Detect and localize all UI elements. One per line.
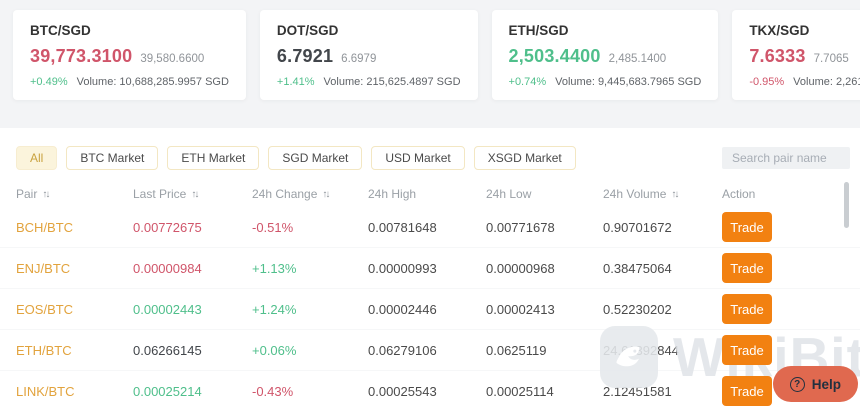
column-header-24h-volume[interactable]: 24h Volume ↑↓: [603, 187, 679, 201]
sort-icon[interactable]: ↑↓: [191, 188, 199, 200]
table-row: BCH/BTC 0.00772675 -0.51% 0.00781648 0.0…: [0, 207, 860, 248]
card-pair-label: BTC/SGD: [30, 23, 91, 38]
tab-xsgd-market[interactable]: XSGD Market: [473, 146, 576, 170]
card-alt-price: 7.7065: [813, 53, 849, 65]
sort-icon[interactable]: ↑↓: [42, 188, 50, 200]
table-row: EOS/BTC 0.00002443 +1.24% 0.00002446 0.0…: [0, 289, 860, 330]
card-pair-label: ETH/SGD: [508, 23, 569, 38]
card-volume: Volume: 9,445,683.7965 SGD: [555, 76, 702, 88]
card-alt-price: 6.6979: [341, 53, 377, 65]
last-price: 0.00000984: [133, 260, 202, 276]
table-row: ETH/BTC 0.06266145 +0.06% 0.06279106 0.0…: [0, 330, 860, 371]
change-percent: +0.06%: [252, 342, 297, 358]
last-price: 0.06266145: [133, 342, 202, 358]
table-header: Pair ↑↓ Last Price ↑↓ 24h Change ↑↓ 24h …: [0, 181, 860, 207]
card-volume: Volume: 215,625.4897 SGD: [323, 76, 461, 88]
card-volume: Volume: 10,688,285.9957 SGD: [76, 76, 229, 88]
column-header-24h-low: 24h Low: [486, 187, 532, 201]
market-overview: BTC/SGD 39,773.3100 39,580.6600 +0.49% V…: [13, 10, 860, 100]
market-card-eth-sgd[interactable]: ETH/SGD 2,503.4400 2,485.1400 +0.74% Vol…: [491, 10, 719, 100]
low-24h: 0.00771678: [486, 219, 555, 235]
pairs-table: BCH/BTC 0.00772675 -0.51% 0.00781648 0.0…: [0, 207, 860, 406]
card-change-percent: +0.74%: [508, 76, 547, 88]
card-pair-label: TKX/SGD: [749, 23, 810, 38]
change-percent: -0.43%: [252, 383, 294, 399]
low-24h: 0.00025114: [486, 383, 554, 399]
card-last-price: 2,503.4400: [508, 46, 601, 66]
card-volume: Volume: 2,261,812.8133 SGD: [793, 76, 860, 88]
tab-sgd-market[interactable]: SGD Market: [268, 146, 363, 170]
sort-icon[interactable]: ↑↓: [671, 188, 679, 200]
pair-link[interactable]: LINK/BTC: [16, 383, 75, 399]
table-row: ENJ/BTC 0.00000984 +1.13% 0.00000993 0.0…: [0, 248, 860, 289]
card-alt-price: 2,485.1400: [608, 53, 667, 65]
market-card-btc-sgd[interactable]: BTC/SGD 39,773.3100 39,580.6600 +0.49% V…: [13, 10, 246, 100]
last-price: 0.00772675: [133, 219, 202, 235]
card-last-price: 7.6333: [749, 46, 806, 66]
trade-button[interactable]: Trade: [722, 253, 772, 283]
change-percent: +1.24%: [252, 301, 297, 317]
vertical-scrollbar[interactable]: [844, 182, 849, 228]
column-header-24h-high: 24h High: [368, 187, 417, 201]
tab-all[interactable]: All: [16, 146, 58, 170]
volume-24h: 0.90701672: [603, 219, 672, 235]
trade-button[interactable]: Trade: [722, 376, 772, 406]
last-price: 0.00025214: [133, 383, 202, 399]
card-change-percent: +0.49%: [30, 76, 68, 88]
help-button[interactable]: ? Help: [772, 366, 858, 402]
column-header-last-price[interactable]: Last Price ↑↓: [133, 187, 199, 201]
low-24h: 0.00000968: [486, 260, 555, 276]
column-header-pair[interactable]: Pair ↑↓: [16, 187, 50, 201]
search-input[interactable]: [722, 147, 850, 169]
trade-button[interactable]: Trade: [722, 212, 772, 242]
trade-button[interactable]: Trade: [722, 335, 772, 365]
trade-button[interactable]: Trade: [722, 294, 772, 324]
card-pair-label: DOT/SGD: [276, 23, 339, 38]
column-header-action: Action: [722, 187, 756, 201]
volume-24h: 2.12451581: [603, 383, 672, 399]
question-mark-icon: ?: [789, 376, 805, 392]
low-24h: 0.00002413: [486, 301, 555, 317]
markets-panel: All BTC Market ETH Market SGD Market USD…: [0, 128, 860, 406]
change-percent: -0.51%: [252, 219, 294, 235]
volume-24h: 24.61392844: [603, 342, 679, 358]
last-price: 0.00002443: [133, 301, 202, 317]
card-change-percent: -0.95%: [749, 76, 785, 88]
help-label: Help: [811, 376, 841, 392]
sort-icon[interactable]: ↑↓: [322, 188, 330, 200]
high-24h: 0.06279106: [368, 342, 437, 358]
card-last-price: 39,773.3100: [30, 46, 133, 66]
high-24h: 0.00002446: [368, 301, 437, 317]
card-alt-price: 39,580.6600: [140, 53, 205, 65]
market-filter-tabs: All BTC Market ETH Market SGD Market USD…: [16, 146, 576, 170]
table-row: LINK/BTC 0.00025214 -0.43% 0.00025543 0.…: [0, 371, 860, 406]
pair-link[interactable]: ETH/BTC: [16, 342, 72, 358]
high-24h: 0.00000993: [368, 260, 437, 276]
card-last-price: 6.7921: [276, 46, 334, 66]
tab-usd-market[interactable]: USD Market: [371, 146, 465, 170]
market-card-tkx-sgd[interactable]: TKX/SGD 7.6333 7.7065 -0.95% Volume: 2,2…: [732, 10, 860, 100]
column-header-24h-change[interactable]: 24h Change ↑↓: [252, 187, 330, 201]
pair-link[interactable]: ENJ/BTC: [16, 260, 71, 276]
card-change-percent: +1.41%: [276, 76, 315, 88]
tab-btc-market[interactable]: BTC Market: [66, 146, 159, 170]
pair-link[interactable]: BCH/BTC: [16, 219, 74, 235]
volume-24h: 0.38475064: [603, 260, 672, 276]
volume-24h: 0.52230202: [603, 301, 672, 317]
tab-eth-market[interactable]: ETH Market: [167, 146, 260, 170]
low-24h: 0.0625119: [486, 342, 547, 358]
pair-link[interactable]: EOS/BTC: [16, 301, 74, 317]
high-24h: 0.00025543: [368, 383, 437, 399]
high-24h: 0.00781648: [368, 219, 437, 235]
market-card-dot-sgd[interactable]: DOT/SGD 6.7921 6.6979 +1.41% Volume: 215…: [259, 10, 478, 100]
change-percent: +1.13%: [252, 260, 297, 276]
